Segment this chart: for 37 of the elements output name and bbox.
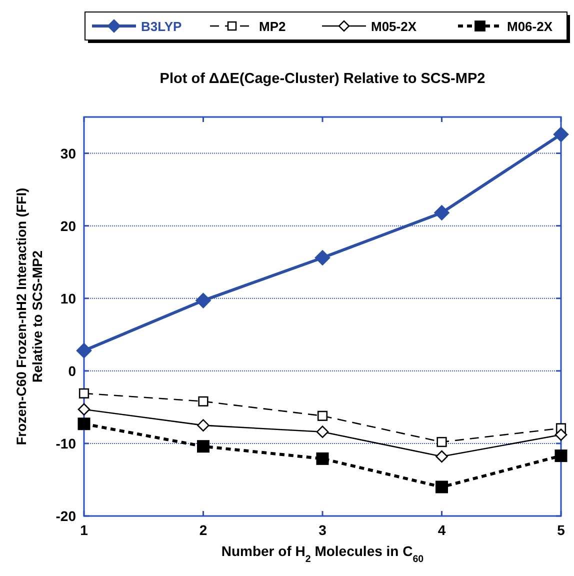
y-tick-label: 20 <box>60 218 76 234</box>
x-tick-label: 5 <box>557 522 566 538</box>
point <box>196 292 211 308</box>
point <box>436 436 447 448</box>
y-tick-label: 0 <box>68 362 76 379</box>
x-tick-label: 4 <box>438 522 446 538</box>
point <box>436 450 448 463</box>
point <box>197 440 210 453</box>
point <box>554 428 568 441</box>
y-tick-label: 30 <box>60 145 76 162</box>
point <box>198 396 208 406</box>
point <box>316 426 329 438</box>
point <box>554 450 568 462</box>
x-tick-label: 3 <box>318 522 327 538</box>
legend-label: M06-2X <box>507 19 553 34</box>
point <box>78 418 90 430</box>
point <box>76 342 92 358</box>
point <box>553 126 569 142</box>
y-tick-label: -10 <box>56 435 76 452</box>
point <box>436 480 448 494</box>
legend-label: B3LYP <box>141 19 182 34</box>
point <box>78 403 90 416</box>
point <box>317 410 328 421</box>
point <box>314 250 330 266</box>
chart-title: Plot of ΔΔE(Cage-Cluster) Relative to SCS-MP2 <box>160 71 486 87</box>
y-tick-label: -20 <box>56 508 76 524</box>
point <box>78 388 90 398</box>
legend-label: M05-2X <box>371 19 417 34</box>
point <box>316 452 329 465</box>
y-axis-title: Frozen-C60 Frozen-nH2 Interaction (FFI) Relative to SCS-MP2 <box>14 188 45 446</box>
point <box>434 205 450 220</box>
x-axis-title: Number of H$_{2}$ Molecules in C$_{60}$ <box>221 543 424 564</box>
y-tick-label: 10 <box>60 290 76 306</box>
legend-label: MP2 <box>259 19 286 34</box>
point <box>197 419 210 432</box>
x-tick-label: 2 <box>199 522 208 538</box>
x-tick-label: 1 <box>80 522 88 538</box>
